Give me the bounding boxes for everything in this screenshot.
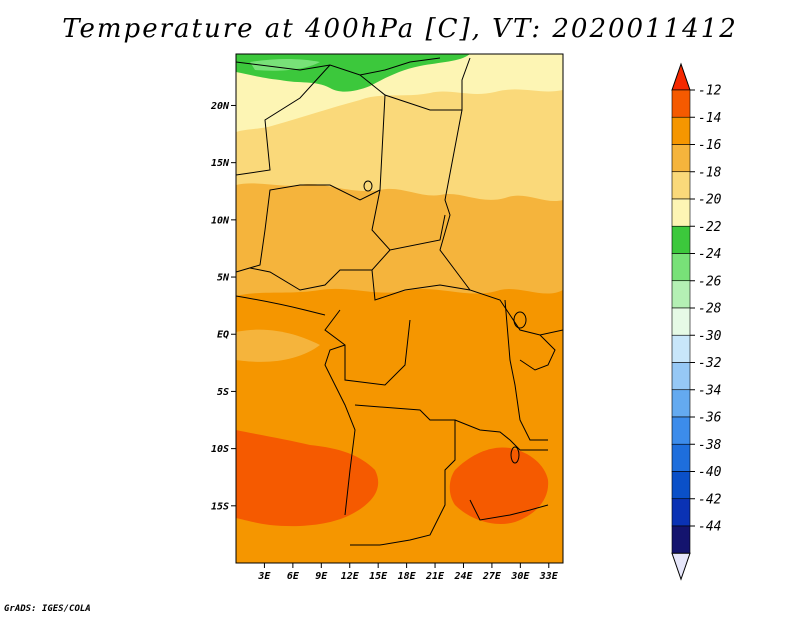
lat-tick-label: 10S <box>211 444 229 455</box>
colorbar-swatch <box>671 525 691 554</box>
page-title: Temperature at 400hPa [C], VT: 202001141… <box>62 14 738 44</box>
lon-tick-label: 27E <box>482 571 502 582</box>
colorbar-label: -14 <box>698 111 721 126</box>
colorbar-swatch <box>671 253 691 282</box>
longitude-ticks: 3E 6E 9E 12E 15E 18E 21E 24E 27E 30E 33E <box>257 563 559 582</box>
lat-tick-label: 15S <box>211 501 229 512</box>
lakes <box>363 180 527 464</box>
latitude-ticks: 20N 15N 10N 5N EQ 5S 10S 15S <box>210 101 236 512</box>
lon-tick-label: 12E <box>341 571 360 582</box>
colorbar-label: -40 <box>698 465 722 480</box>
colorbar-label: -26 <box>698 274 722 289</box>
colorbar-swatch <box>671 116 691 145</box>
colorbar-swatch <box>671 416 691 445</box>
colorbar-bottom-cap <box>671 552 691 581</box>
lat-tick-label: 5N <box>217 273 230 284</box>
colorbar-swatch <box>671 307 691 336</box>
colorbar-swatch <box>671 171 691 200</box>
colorbar-label: -16 <box>698 138 722 153</box>
colorbar-label: -24 <box>698 247 721 262</box>
lat-tick-label: EQ <box>217 330 229 341</box>
colorbar-label: -38 <box>698 438 722 453</box>
map-frame <box>235 53 564 564</box>
lat-tick-label: 10N <box>211 215 230 226</box>
colorbar-label: -22 <box>698 220 722 235</box>
colorbar-label: -44 <box>698 520 721 535</box>
temperature-field <box>236 54 563 563</box>
credit-text: GrADS: IGES/COLA <box>4 604 91 614</box>
lon-tick-label: 18E <box>398 571 417 582</box>
colorbar-swatch <box>671 389 691 418</box>
colorbar-top-cap <box>671 62 691 91</box>
colorbar-label: -36 <box>698 411 722 426</box>
lon-tick-label: 15E <box>369 571 388 582</box>
colorbar-swatch <box>671 89 691 118</box>
lon-tick-label: 21E <box>425 571 445 582</box>
lat-tick-label: 5S <box>217 387 229 398</box>
colorbar-label: -12 <box>698 84 722 99</box>
country-boundaries <box>236 57 563 546</box>
colorbar: -12 -14 -16 -18 -20 -22 -24 -26 -28 -30 -32 -34 -36 -… <box>671 62 722 581</box>
colorbar-label: -28 <box>698 302 722 317</box>
colorbar-swatch <box>671 225 691 254</box>
colorbar-label: -34 <box>698 383 721 398</box>
lon-tick-label: 30E <box>510 571 530 582</box>
lon-tick-label: 6E <box>287 571 300 582</box>
colorbar-swatch <box>671 198 691 227</box>
colorbar-swatch <box>671 471 691 500</box>
colorbar-swatch <box>671 280 691 309</box>
lon-tick-label: 24E <box>453 571 473 582</box>
lon-tick-label: 3E <box>257 571 271 582</box>
colorbar-label: -18 <box>698 165 722 180</box>
colorbar-swatch <box>671 443 691 472</box>
colorbar-swatch <box>671 498 691 527</box>
lat-tick-label: 15N <box>211 158 230 169</box>
colorbar-label: -42 <box>698 492 722 507</box>
colorbar-label: -20 <box>698 193 722 208</box>
colorbar-swatch <box>671 362 691 391</box>
colorbar-swatch <box>671 144 691 173</box>
colorbar-swatch <box>671 334 691 363</box>
colorbar-label: -30 <box>698 329 722 344</box>
lon-tick-label: 9E <box>315 571 328 582</box>
lon-tick-label: 33E <box>539 571 559 582</box>
lat-tick-label: 20N <box>210 101 230 112</box>
colorbar-label: -32 <box>698 356 722 371</box>
